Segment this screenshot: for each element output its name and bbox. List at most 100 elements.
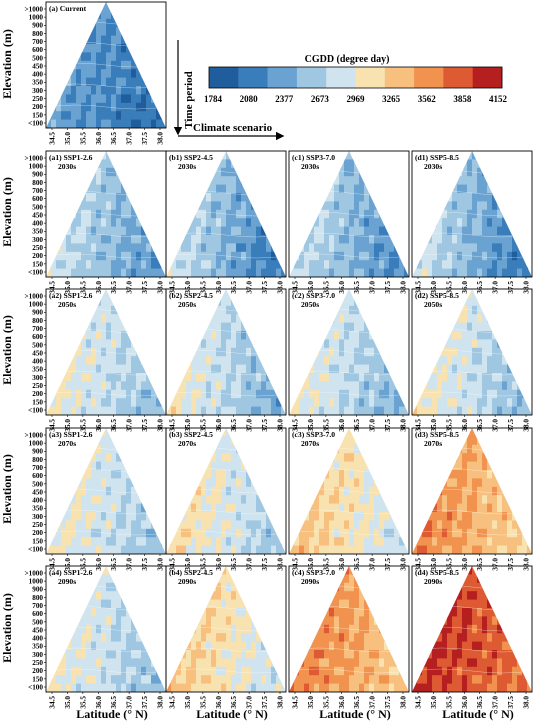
heatmap-cell [141,18,147,28]
heatmap-cell [66,478,72,488]
heatmap-cell [136,167,142,177]
heatmap-cell [384,260,390,269]
heatmap-cell [319,243,325,253]
heatmap-cell [497,193,503,202]
heatmap-cell [462,297,468,307]
heatmap-cell [111,94,117,104]
heatmap-cell [374,528,380,538]
heatmap-cell [96,436,102,446]
heatmap-cell [369,406,375,415]
heatmap-cell [374,268,380,277]
heatmap-cell [176,461,182,471]
heatmap-cell [116,347,122,357]
heatmap-cell [334,322,340,332]
heatmap-cell [276,381,282,391]
x-tick-label: 35.5 [199,281,207,294]
heatmap-cell [196,398,202,407]
heatmap-cell [131,339,137,349]
heatmap-cell [422,260,428,269]
heatmap-cell [171,322,177,332]
heatmap-cell [141,260,147,269]
heatmap-cell [201,528,207,538]
heatmap-cell [319,322,325,332]
heatmap-cell [221,444,227,454]
heatmap-cell [241,528,247,538]
heatmap-cell [66,226,72,236]
heatmap-cell [81,18,87,28]
heatmap-cell [156,520,162,530]
heatmap-cell [126,347,132,357]
heatmap-cell [309,495,315,504]
heatmap-cell [349,495,355,504]
heatmap-cell [96,151,102,160]
heatmap-cell [359,193,365,202]
heatmap-cell [46,94,52,104]
heatmap-cell [76,193,82,202]
heatmap-cell [211,235,217,244]
heatmap-cell [166,235,172,244]
x-tick-label: 37.0 [246,281,254,294]
x-tick-label: 36.5 [353,558,361,571]
heatmap-cell [364,209,370,219]
heatmap-cell [241,478,247,488]
heatmap-cell [492,243,498,253]
heatmap-cell [196,461,202,471]
heatmap-cell [359,470,365,479]
heatmap-cell [191,478,197,488]
heatmap-cell [131,453,137,462]
heatmap-cell [136,461,142,471]
heatmap-cell [191,470,197,479]
heatmap-cell [512,356,518,365]
heatmap-cell [206,218,212,227]
heatmap-cell [349,235,355,244]
heatmap-cell [497,339,503,349]
heatmap-cell [452,389,458,399]
heatmap-cell [76,331,82,340]
heatmap-cell [76,314,82,323]
heatmap-cell [266,520,272,530]
heatmap-cell [141,381,147,391]
heatmap-cell [309,226,315,236]
heatmap-cell [369,209,375,219]
y-tick-label: 300 [32,87,43,95]
heatmap-cell [354,364,360,374]
heatmap-cell [246,159,252,169]
heatmap-cell [111,406,117,415]
heatmap-cell [394,436,400,446]
heatmap-cell [191,260,197,269]
y-tick-label: 350 [32,79,43,87]
heatmap-cell [201,331,207,340]
heatmap-cell [422,453,428,462]
heatmap-cell [146,545,152,554]
heatmap-cell [186,314,192,323]
heatmap-cell [324,322,330,332]
heatmap-cell [236,381,242,391]
heatmap-cell [349,373,355,382]
heatmap-cell [101,111,107,120]
heatmap-cell [324,444,330,454]
heatmap-cell [359,503,365,513]
heatmap-cell [364,184,370,194]
heatmap-cell [151,251,157,261]
heatmap-cell [319,218,325,227]
heatmap-cell [369,322,375,332]
heatmap-cell [156,201,162,211]
heatmap-cell [236,453,242,462]
heatmap-cell [241,176,247,185]
heatmap-cell [422,201,428,211]
heatmap-cell [196,167,202,177]
heatmap-cell [201,201,207,211]
heatmap-cell [522,381,528,391]
heatmap-cell [121,77,127,87]
heatmap-cell [442,209,448,219]
heatmap-cell [246,503,252,513]
heatmap-cell [141,322,147,332]
heatmap-cell [126,18,132,28]
panel-label: (c3) SSP3-7.0 [292,430,335,439]
heatmap-cell [497,305,503,315]
heatmap-cell [482,159,488,169]
heatmap-cell [314,406,320,415]
heatmap-cell [261,406,267,415]
heatmap-cell [314,226,320,236]
y-tick-label: 800 [32,317,43,325]
